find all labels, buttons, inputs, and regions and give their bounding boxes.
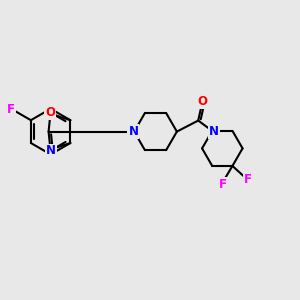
Text: N: N	[128, 125, 138, 138]
Text: N: N	[209, 125, 219, 138]
Text: N: N	[46, 145, 56, 158]
Text: O: O	[45, 106, 56, 119]
Text: F: F	[7, 103, 15, 116]
Text: F: F	[218, 178, 226, 191]
Text: O: O	[198, 95, 208, 108]
Text: F: F	[244, 173, 252, 186]
